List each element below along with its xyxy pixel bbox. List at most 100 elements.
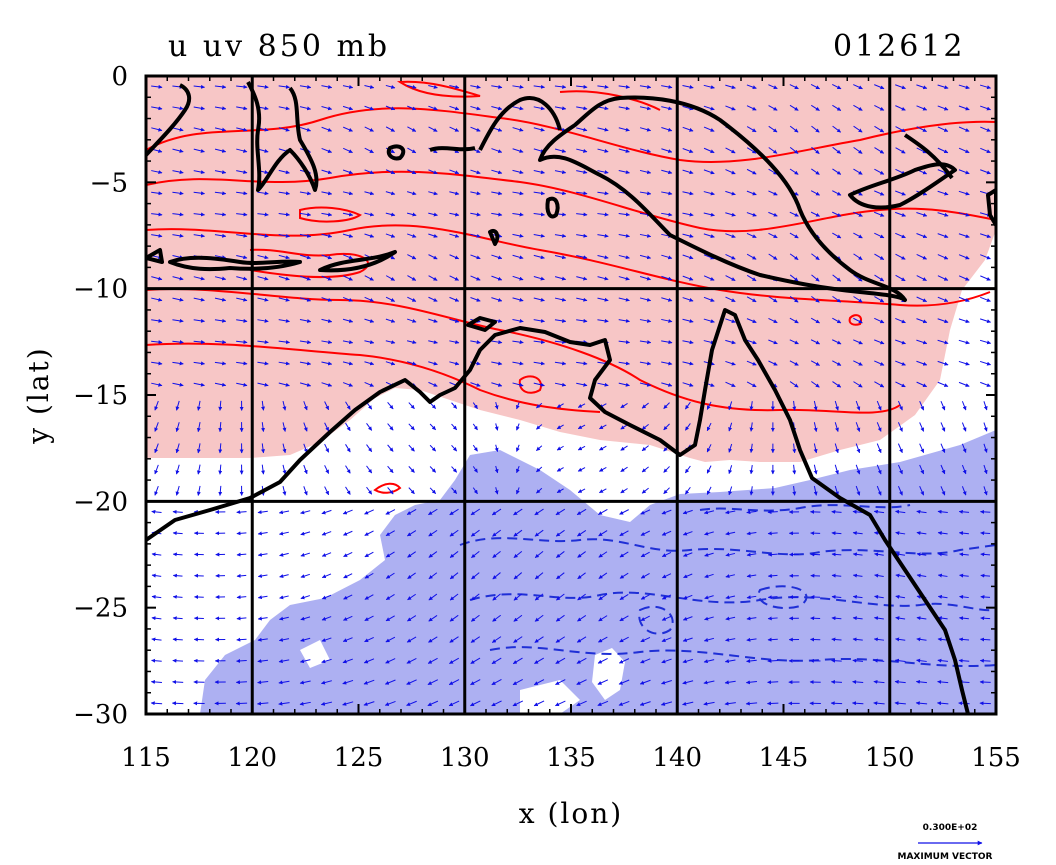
wind-vector — [555, 529, 565, 537]
wind-vector — [471, 593, 480, 601]
wind-vector — [640, 658, 651, 664]
wind-vector — [618, 84, 630, 89]
wind-vector — [257, 616, 268, 621]
wind-vector — [151, 361, 163, 366]
wind-vector — [682, 233, 694, 238]
wind-vector — [491, 254, 503, 260]
wind-vector — [516, 487, 520, 495]
wind-vector — [449, 614, 459, 622]
wind-vector — [639, 254, 652, 260]
wind-vector — [554, 106, 567, 111]
wind-vector — [428, 105, 438, 111]
wind-vector — [342, 679, 354, 685]
wind-vector — [407, 296, 417, 302]
wind-vector — [491, 169, 503, 175]
wind-vector — [385, 530, 395, 537]
wind-vector — [874, 594, 884, 599]
wind-vector — [554, 233, 567, 238]
wind-vector — [236, 170, 248, 175]
wind-vector — [937, 339, 949, 345]
wind-vector — [300, 531, 311, 536]
wind-vector — [852, 573, 863, 578]
wind-vector — [916, 84, 928, 90]
wind-vector — [172, 594, 183, 599]
wind-vector — [428, 615, 438, 622]
wind-vector — [724, 659, 736, 664]
wind-vector — [533, 382, 545, 387]
wind-vector — [703, 275, 715, 281]
wind-vector — [278, 659, 290, 664]
wind-vector — [492, 529, 502, 537]
wind-vector — [491, 382, 503, 387]
wind-vector — [320, 701, 333, 706]
wind-vector — [937, 573, 948, 578]
wind-vector — [620, 488, 628, 494]
wind-vector — [151, 616, 162, 621]
wind-vector — [813, 443, 818, 454]
wind-vector — [940, 422, 946, 432]
wind-vector — [703, 637, 715, 642]
wind-vector — [278, 233, 290, 238]
wind-vector — [472, 466, 478, 473]
wind-vector — [852, 658, 864, 663]
wind-vector — [894, 679, 906, 684]
wind-vector — [491, 700, 502, 707]
wind-vector — [598, 551, 608, 558]
wind-vector — [172, 361, 184, 366]
wind-vector — [853, 168, 863, 175]
wind-vector — [342, 169, 354, 175]
wind-vector — [342, 296, 353, 302]
wind-vector — [682, 105, 694, 111]
wind-vector — [214, 233, 227, 238]
wind-vector — [300, 275, 311, 281]
wind-vector — [218, 400, 223, 411]
wind-vector — [639, 169, 652, 175]
wind-vector — [172, 297, 184, 302]
wind-vector — [919, 486, 925, 496]
wind-vector — [639, 275, 652, 281]
x-tick-label: 140 — [652, 743, 702, 773]
wind-vector — [958, 296, 970, 302]
wind-vector — [407, 147, 417, 154]
wind-vector — [513, 614, 523, 622]
wind-vector — [512, 212, 524, 217]
wind-vector — [916, 126, 927, 133]
wind-vector — [937, 637, 948, 642]
wind-vector — [916, 339, 928, 345]
wind-vector — [218, 485, 223, 496]
wind-vector — [916, 616, 927, 621]
wind-vector — [218, 464, 223, 475]
vector-key: 0.300E+02 MAXIMUM VECTOR — [897, 823, 992, 862]
wind-vector — [470, 508, 481, 516]
wind-vector — [193, 318, 205, 323]
wind-vector — [749, 422, 754, 432]
wind-vector — [193, 212, 205, 217]
wind-vector — [407, 275, 417, 281]
wind-vector — [725, 296, 736, 302]
wind-vector — [172, 573, 183, 578]
wind-vector — [895, 594, 906, 599]
wind-vector — [576, 106, 588, 111]
wind-vector — [618, 297, 630, 302]
wind-vector — [746, 168, 757, 175]
wind-vector — [218, 443, 223, 454]
wind-vector — [428, 296, 438, 302]
wind-vector — [533, 233, 545, 238]
wind-vector — [407, 105, 417, 111]
wind-vector — [257, 573, 268, 578]
wind-vector — [576, 636, 587, 643]
wind-vector — [768, 339, 778, 345]
wind-vector — [661, 254, 673, 260]
wind-vector — [813, 464, 818, 475]
wind-vector — [536, 402, 543, 409]
wind-vector — [703, 254, 715, 260]
wind-vector — [303, 422, 308, 432]
wind-vector — [491, 148, 503, 153]
wind-vector — [746, 339, 757, 345]
wind-vector — [704, 616, 714, 621]
x-tick-label: 130 — [440, 743, 490, 773]
wind-vector — [364, 509, 374, 515]
wind-vector — [151, 340, 163, 345]
wind-vector — [746, 233, 757, 238]
wind-vector — [534, 529, 544, 537]
